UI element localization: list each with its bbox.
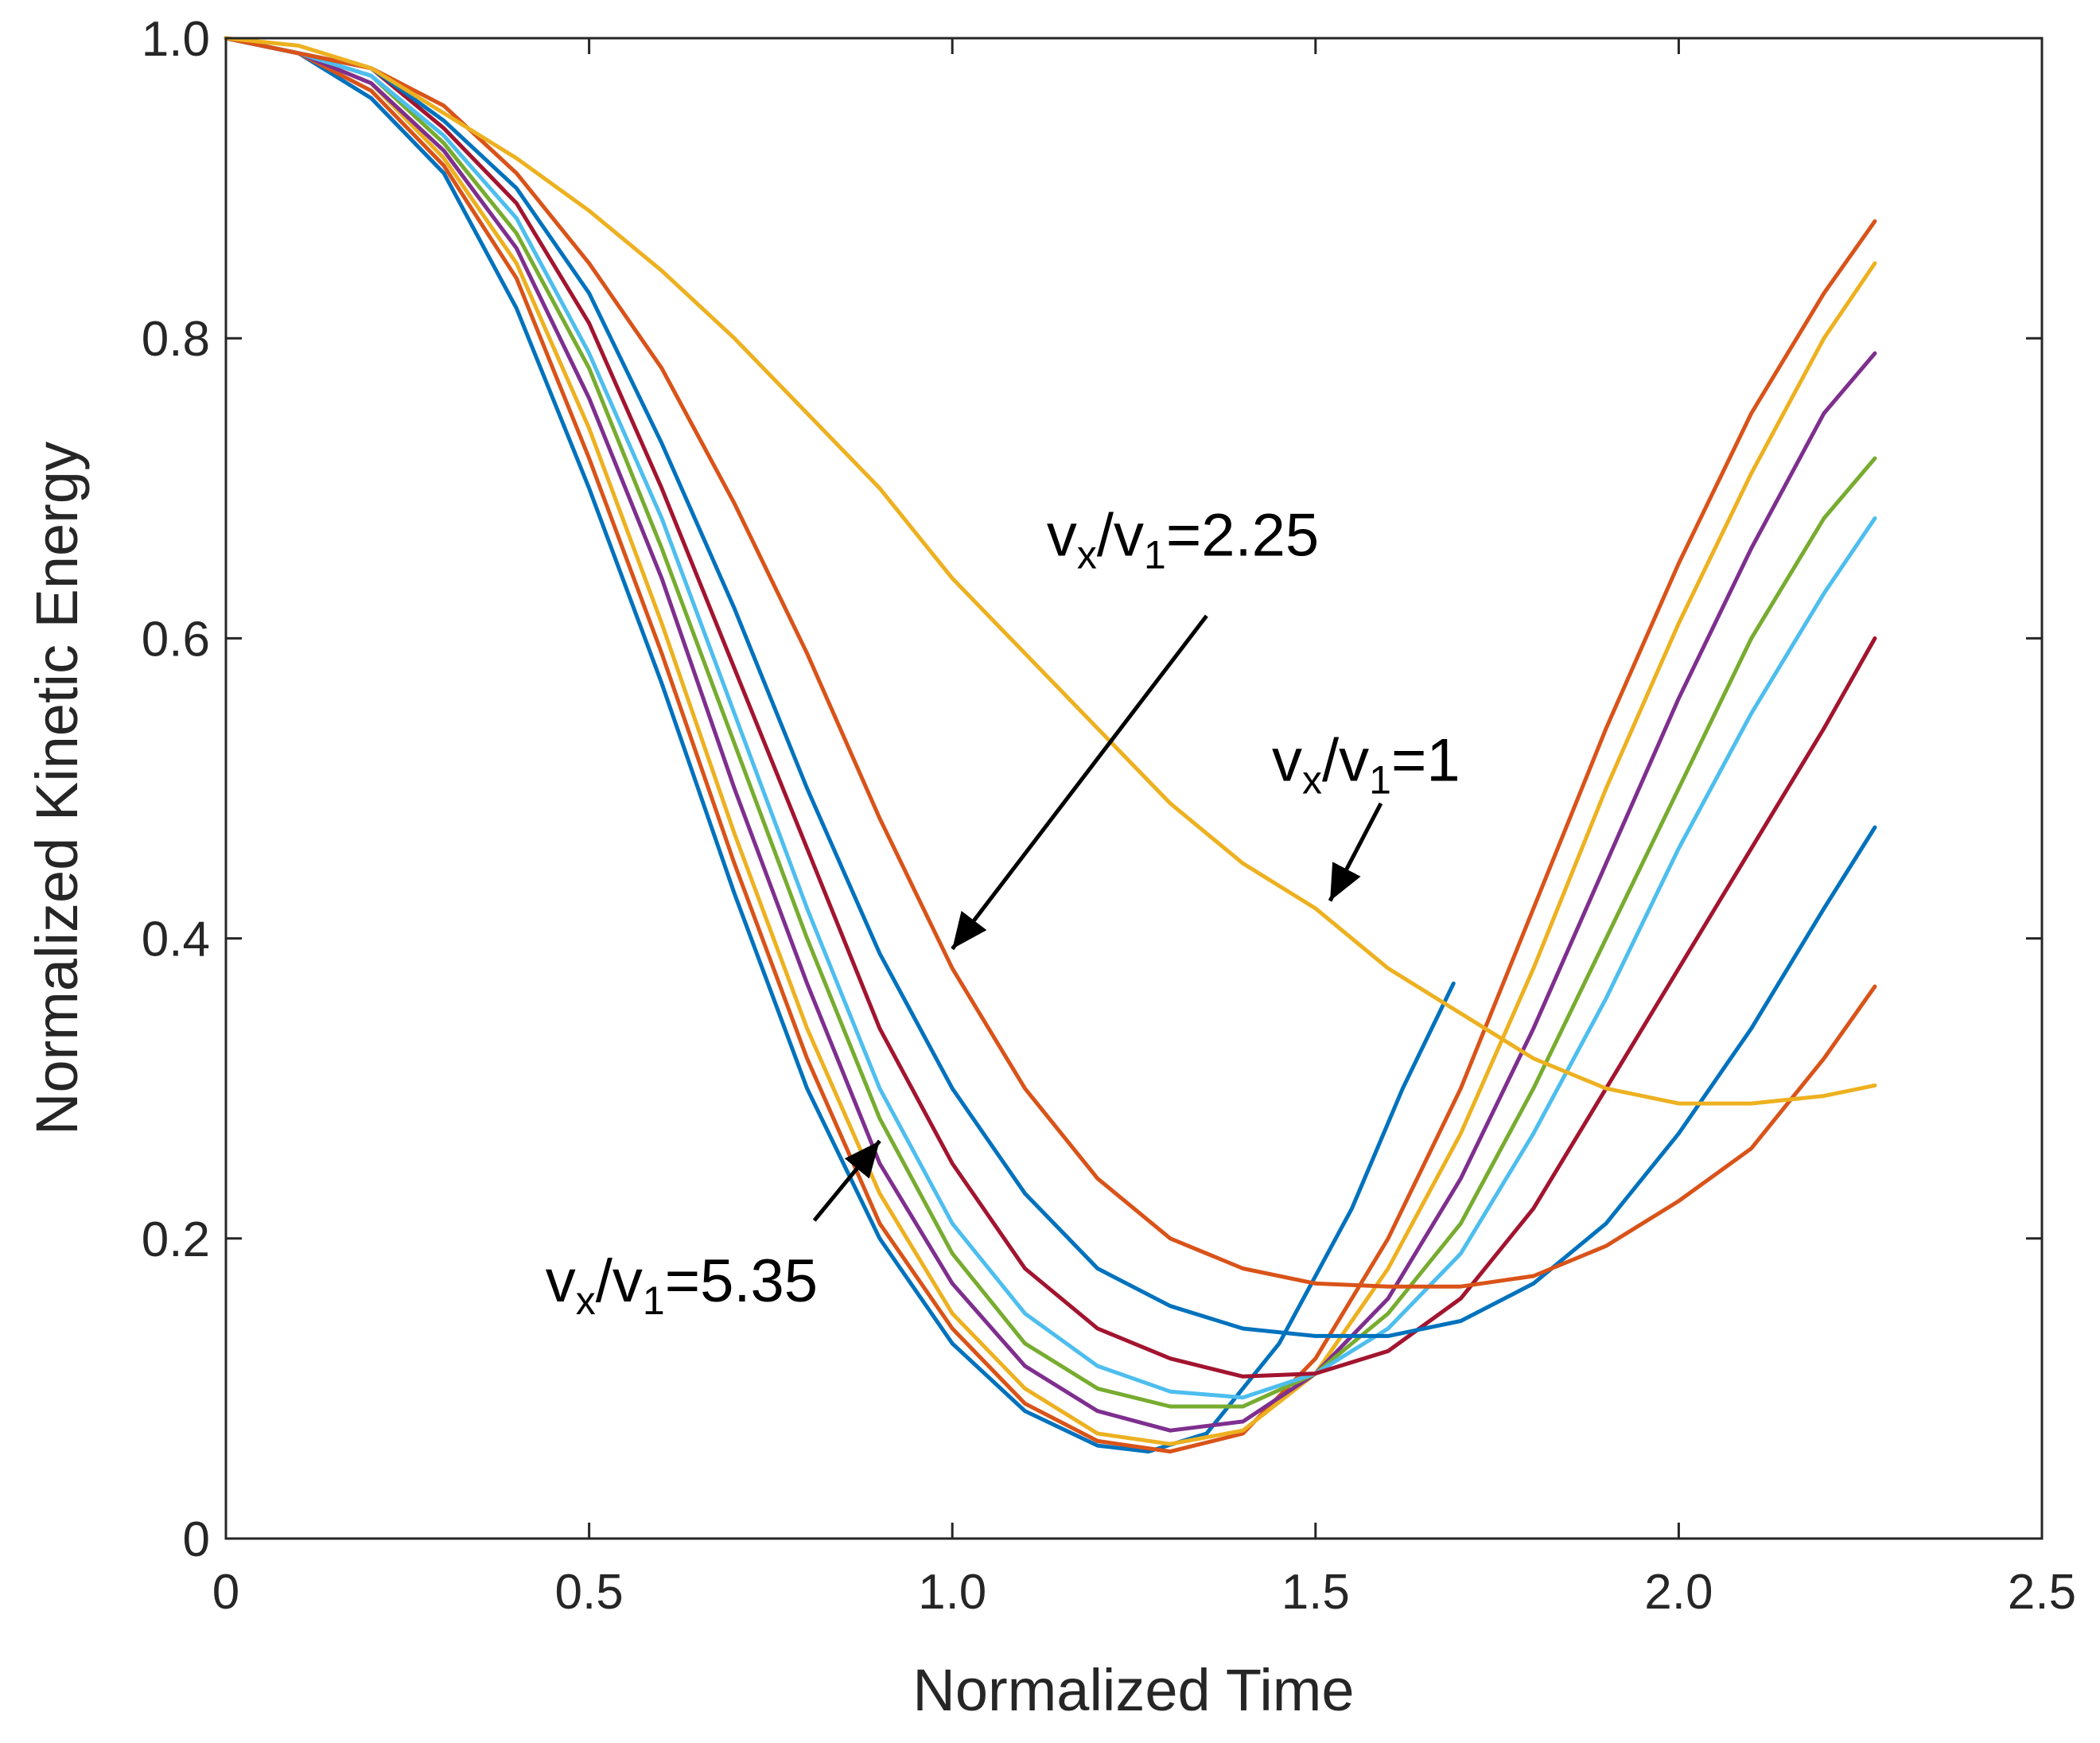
annotation-label-3: vx/v1=5.35 — [546, 1247, 818, 1323]
y-axis-title: Normalized Kinetic Energy — [24, 442, 90, 1135]
series-line-3 — [224, 36, 1877, 1446]
x-tick-label: 0 — [212, 1565, 239, 1620]
y-tick-label: 0.8 — [142, 312, 210, 367]
annotation-arrow-1 — [951, 614, 1208, 951]
series-line-4 — [224, 36, 1877, 1433]
x-tick-label: 2.0 — [1644, 1565, 1713, 1620]
annotation-layer: vx/v1=2.25 vx/v1=1 vx/v1=5.35 — [546, 502, 1460, 1323]
ticks-layer: 0 0.5 1.0 1.5 2.0 2.5 0 0.2 0.4 0.6 0.8 1.0 — [142, 12, 2076, 1620]
x-tick-label: 1.0 — [918, 1565, 986, 1620]
y-tick-label: 0 — [183, 1512, 210, 1567]
series-line-6 — [224, 36, 1877, 1400]
y-tick-label: 1.0 — [142, 12, 210, 67]
series-line-10 — [224, 36, 1877, 1106]
x-tick-label: 1.5 — [1281, 1565, 1350, 1620]
annotation-label-2: vx/v1=1 — [1272, 727, 1460, 803]
annotation-arrow-3 — [812, 1139, 881, 1222]
annotation-arrow-2 — [1328, 802, 1383, 902]
plot-frame — [224, 37, 2044, 1540]
series-line-8 — [224, 36, 1877, 1338]
x-tick-label: 0.5 — [554, 1565, 623, 1620]
series-line-7 — [224, 36, 1877, 1379]
series-line-1 — [224, 36, 1456, 1454]
y-tick-label: 0.6 — [142, 612, 210, 667]
series-layer — [224, 36, 1877, 1454]
x-tick-label: 2.5 — [2008, 1565, 2076, 1620]
y-tick-label: 0.4 — [142, 912, 210, 967]
y-tick-label: 0.2 — [142, 1212, 210, 1267]
series-line-5 — [224, 36, 1877, 1409]
annotation-label-1: vx/v1=2.25 — [1047, 502, 1319, 578]
series-line-2 — [224, 36, 1877, 1454]
series-line-9 — [224, 36, 1877, 1289]
x-axis-title: Normalized Time — [912, 1657, 1354, 1723]
